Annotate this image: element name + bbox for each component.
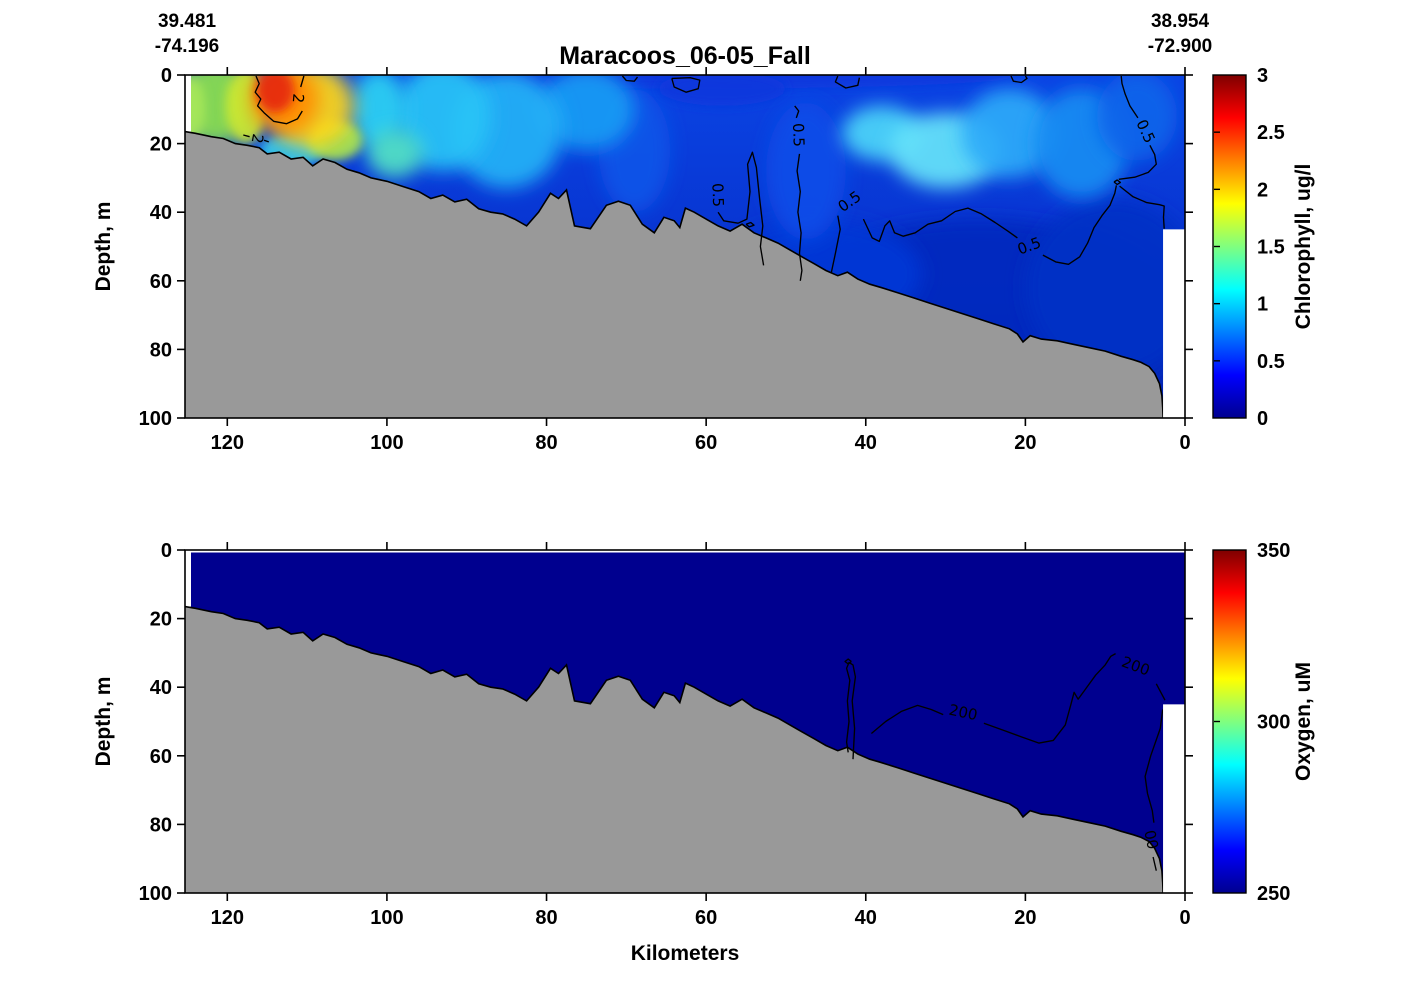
oxygen-section-seafloor [185,606,1164,893]
chlorophyll-section-contour-0.5-4-0 [1010,75,1028,84]
chlorophyll-section-contour-label-0.5: 0.5 [789,123,808,147]
oxygen-section-nodata-notch [1163,704,1185,893]
chlorophyll-section-xtick-label: 80 [535,432,557,454]
chlorophyll-section-contour-label-2: 2 [289,93,308,104]
chlorophyll-section-colorbar-tick-label: 1.5 [1257,237,1285,259]
transect-start-latitude: 39.481 [158,11,217,32]
chlorophyll-section-ytick-label: 40 [150,202,172,224]
chlorophyll-section-nodata-left [185,75,191,132]
transect-end-longitude: -72.900 [1148,36,1212,57]
chlorophyll-section-region-1 [1025,198,1185,377]
chlorophyll-section-region-5 [658,75,786,106]
chlorophyll-section-contour-0.5-8-1 [862,207,1018,243]
chlorophyll-section-xtick-label: 20 [1014,432,1036,454]
chlorophyll-section-contour-label-2: 2 [248,132,267,145]
oxygen-section-xtick-label: 40 [855,907,877,929]
oxygen-section-contour-label-200: 00 [1140,829,1162,851]
transect-start-longitude: -74.196 [155,36,219,57]
chlorophyll-section-contour-0.5-8-4 [1119,185,1165,229]
chlorophyll-section-nodata-notch [1163,229,1185,418]
oxygen-section-xtick-label: 0 [1179,907,1190,929]
chlorophyll-section-plot-border [184,74,1186,419]
oxygen-section-ytick-label: 40 [150,677,172,699]
oxygen-section-contour-label-200: 200 [947,701,979,725]
chlorophyll-section-ytick-label: 100 [139,408,172,430]
chlorophyll-section-region-17 [366,129,423,178]
chlorophyll-section-ytick-label: 60 [150,271,172,293]
chlorophyll-colorbar-label: Chlorophyll, ug/l [1292,164,1315,330]
oxygen-section-xtick-label: 60 [695,907,717,929]
chlorophyll-section-xtick-label: 100 [370,432,403,454]
chlorophyll-section-contour-0.5-8-3 [1113,179,1122,186]
oxygen-section-ytick-label: 100 [139,883,172,905]
chlorophyll-section-colorbar-tick-label: 3 [1257,65,1268,87]
chlorophyll-section-contour-0.5-7-0 [794,105,800,119]
chlorophyll-section-contour-0.5-8-5 [1118,144,1157,180]
chlorophyll-section-contour-0.5-7-1 [796,153,803,281]
chlorophyll-section-contour-0.5-8-6 [1120,75,1139,119]
oxygen-section-nodata-left [185,550,191,607]
chlorophyll-section-region-6 [766,102,846,240]
oxygen-section-seafloor-line [184,605,1164,894]
oxygen-section-ytick-label: 80 [150,814,172,836]
transect-end-latitude: 38.954 [1151,11,1210,32]
oxygen-section-contour-200-1-2 [1155,683,1166,701]
chlorophyll-section-region-7 [538,75,635,151]
oxygen-section-ytick-label: 20 [150,609,172,631]
chlorophyll-section-contour-2-0-0 [254,75,303,125]
chlorophyll-section-contour-0.5-8-0 [830,215,841,273]
chlorophyll-section-contour-2-1-1 [263,139,270,143]
oxygen-section-contour-200-0-0 [845,661,857,760]
chlorophyll-section-ytick-label: 0 [161,65,172,87]
oxygen-y-axis-label: Depth, m [92,677,115,767]
oxygen-section-contour-200-1-3 [1144,709,1164,823]
oxygen-section-contour-200-1-4 [1152,856,1157,871]
oxygen-section-xtick-label: 20 [1014,907,1036,929]
chlorophyll-section-colorbar-tick-label: 2 [1257,179,1268,201]
chlorophyll-section-region-12 [961,88,1058,178]
oxygen-colorbar-label: Oxygen, uM [1292,662,1315,781]
chlorophyll-section-colorbar-tick-label: 2.5 [1257,122,1285,144]
chlorophyll-section-contour-0.5-2-0 [671,77,701,93]
oxygen-section-ytick-label: 0 [161,540,172,562]
x-axis-label: Kilometers [631,942,740,965]
chlorophyll-section-contour-2-1-0 [243,134,250,138]
chlorophyll-section-colorbar-tick-label: 1 [1257,294,1268,316]
chlorophyll-section-ytick-label: 80 [150,339,172,361]
oxygen-section-colorbar-tick-label: 300 [1257,712,1290,734]
oxygen-section-xtick-label: 120 [211,907,244,929]
chlorophyll-section-colorbar-tick-label: 0.5 [1257,351,1285,373]
oxygen-section-nodata-top [191,550,1185,553]
chlorophyll-section-xtick-label: 120 [211,432,244,454]
chlorophyll-section-colorbar-tick-label: 0 [1257,408,1268,430]
chlorophyll-y-axis-label: Depth, m [92,202,115,292]
chlorophyll-section-region-24 [256,75,295,113]
oxygen-section-ytick-label: 60 [150,746,172,768]
oxygen-section-contour-200-1-1 [983,653,1116,744]
chlorophyll-section-contour-2-0-1 [300,75,305,88]
chlorophyll-section-xtick-label: 60 [695,432,717,454]
chlorophyll-section-contour-0.5-5-0 [621,75,639,82]
oxygen-section-colorbar-tick-label: 350 [1257,540,1290,562]
chlorophyll-section-ytick-label: 20 [150,134,172,156]
figure-title: Maracoos_06-05_Fall [559,42,811,70]
chlorophyll-section-xtick-label: 0 [1179,432,1190,454]
chlorophyll-section-contour-0.5-8-2 [1042,185,1118,265]
chlorophyll-section-contour-0.5-6-1 [745,221,755,228]
chlorophyll-section-contour-label-0.5: 0.5 [708,183,727,207]
oxygen-section-contour-200-1-0 [870,704,944,735]
oxygen-section-contour-200-0-1 [844,658,852,665]
oxygen-section-xtick-label: 80 [535,907,557,929]
oxygen-section-plot-border [184,549,1186,894]
chlorophyll-section-xtick-label: 40 [855,432,877,454]
oxygen-section-xtick-label: 100 [370,907,403,929]
chlorophyll-section-seafloor-line [184,130,1164,419]
chlorophyll-section-contour-0.5-3-0 [834,75,861,89]
chlorophyll-section-contour-0.5-6-0 [717,151,765,266]
chlorophyll-section-seafloor [185,131,1164,418]
oxygen-section-colorbar-tick-label: 250 [1257,883,1290,905]
